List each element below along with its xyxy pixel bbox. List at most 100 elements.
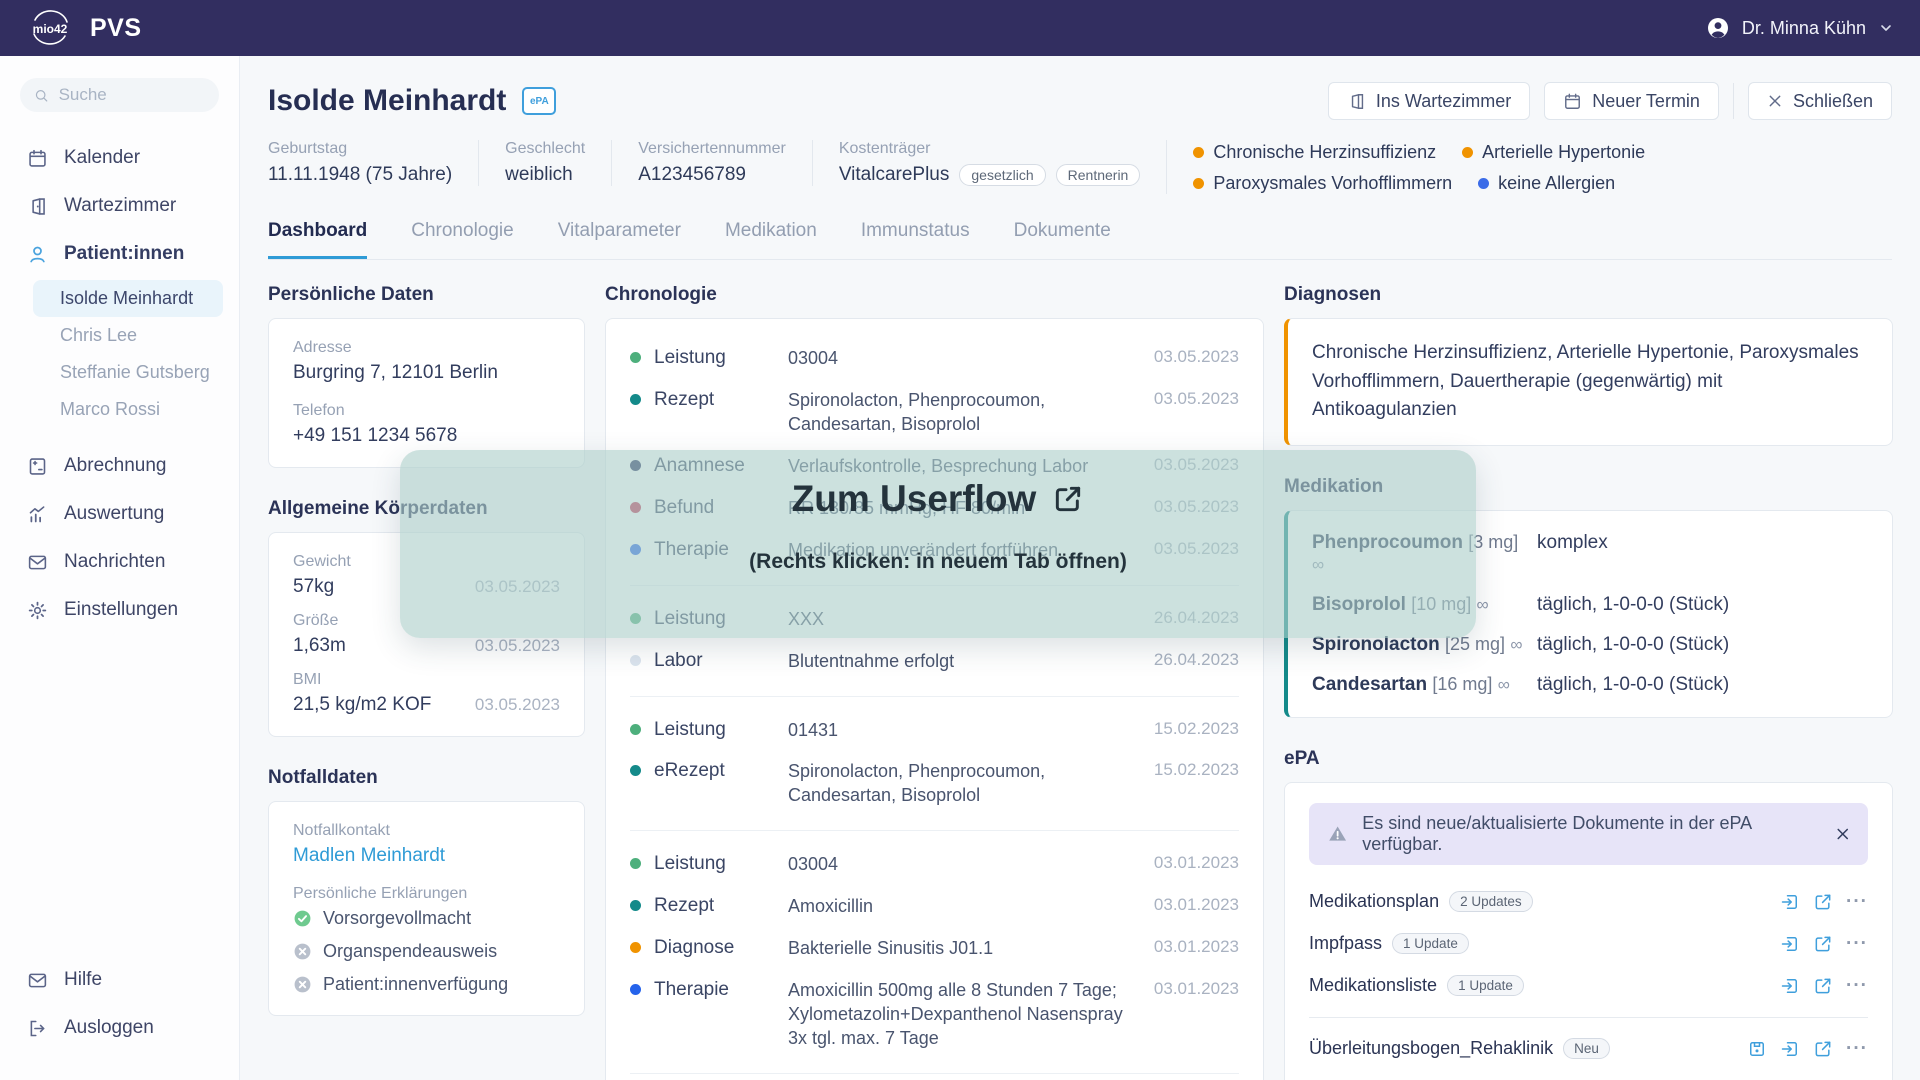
info-label: Geburtstag: [268, 140, 348, 157]
tab-medikation[interactable]: Medikation: [724, 220, 817, 241]
personal-data-card: Adresse Burgring 7, 12101 Berlin Telefon…: [268, 318, 585, 468]
top-bar: mio42 PVS Dr. Minna Kühn: [0, 0, 1920, 56]
sidebar-item-nachrichten[interactable]: Nachrichten: [0, 538, 239, 586]
declaration-label: Organspendeausweis: [323, 941, 498, 961]
epa-doc-row[interactable]: Medikationsplan 2 Updates ···: [1309, 881, 1868, 923]
chronology-entry[interactable]: Diagnose Bakterielle Sinusitis J01.1 03.…: [630, 928, 1239, 970]
condition-label: Arterielle Hypertonie: [1482, 142, 1646, 162]
medication-row: Candesartan [16 mg] ∞ täglich, 1-0-0-0 (…: [1312, 665, 1868, 705]
tab-vitalparameter[interactable]: Vitalparameter: [557, 220, 681, 241]
sidebar-item-kalender[interactable]: Kalender: [0, 134, 239, 182]
banner-close-icon[interactable]: [1835, 826, 1850, 842]
insurance-type-chip: gesetzlich: [959, 164, 1046, 186]
open-external-icon[interactable]: [1813, 892, 1833, 912]
waitroom-button[interactable]: Ins Wartezimmer: [1327, 82, 1531, 120]
more-actions-icon[interactable]: ···: [1846, 975, 1868, 996]
import-icon[interactable]: [1780, 934, 1800, 954]
banner-text: Es sind neue/aktualisierte Dokumente in …: [1362, 812, 1752, 854]
chronology-entry[interactable]: eRezept Spironolacton, Phenprocoumon, Ca…: [630, 751, 1239, 817]
chronology-entry[interactable]: Rezept Spironolacton, Phenprocoumon, Can…: [630, 380, 1239, 446]
medication-row: Spironolacton [25 mg] ∞ täglich, 1-0-0-0…: [1312, 625, 1868, 665]
import-icon[interactable]: [1780, 1039, 1800, 1059]
chronology-entry[interactable]: Leistung 03004 03.05.2023: [630, 338, 1239, 380]
new-appointment-button[interactable]: Neuer Termin: [1544, 82, 1719, 120]
chronology-entry[interactable]: Rezept Amoxicillin 03.01.2023: [630, 886, 1239, 928]
entry-type: Therapie: [654, 979, 729, 1001]
condition-chips: Chronische Herzinsuffizienz Arterielle H…: [1166, 140, 1645, 194]
sidebar-item-abrechnung[interactable]: Abrechnung: [0, 442, 239, 490]
entry-dot-icon: [630, 352, 641, 363]
sidebar-item-label: Ausloggen: [64, 1017, 154, 1038]
patient-list-item-active[interactable]: Isolde Meinhardt: [33, 280, 223, 317]
more-actions-icon[interactable]: ···: [1846, 1038, 1868, 1059]
tab-immunstatus[interactable]: Immunstatus: [860, 220, 970, 241]
doc-name: Medikationsplan: [1309, 891, 1440, 911]
chronology-entry[interactable]: Therapie Amoxicillin 500mg alle 8 Stunde…: [630, 970, 1239, 1060]
section-title-chronology: Chronologie: [605, 284, 717, 305]
avatar-icon: [1707, 18, 1728, 38]
more-actions-icon[interactable]: ···: [1846, 891, 1868, 912]
close-patient-button[interactable]: Schließen: [1747, 82, 1892, 120]
doc-name: Medikationsliste: [1309, 975, 1438, 995]
field-value: +49 151 1234 5678: [293, 425, 458, 446]
chart-icon: [29, 505, 45, 522]
user-name: Dr. Minna Kühn: [1741, 17, 1866, 38]
epa-doc-row[interactable]: Krankenhaus-Entlassbrief_Rehaklinik Neu …: [1309, 1070, 1868, 1080]
infinity-icon: ∞: [1476, 594, 1489, 614]
entry-type: Leistung: [654, 347, 726, 368]
emergency-data-card: Notfallkontakt Madlen Meinhardt Persönli…: [268, 801, 585, 1016]
epa-doc-row[interactable]: Impfpass 1 Update ···: [1309, 923, 1868, 965]
tab-dokumente[interactable]: Dokumente: [1013, 220, 1111, 241]
patient-name: Isolde Meinhardt: [60, 288, 194, 308]
sidebar-item-einstellungen[interactable]: Einstellungen: [0, 586, 239, 634]
search-box[interactable]: [20, 78, 219, 112]
more-actions-icon[interactable]: ···: [1846, 933, 1868, 954]
sidebar-item-wartezimmer[interactable]: Wartezimmer: [0, 182, 239, 230]
import-icon[interactable]: [1780, 892, 1800, 912]
epa-doc-row[interactable]: Überleitungsbogen_Rehaklinik Neu ···: [1309, 1028, 1868, 1070]
chronology-group: Leistung XXX 20.12.2022 Therapie Telefon…: [630, 1072, 1239, 1080]
infinity-icon: ∞: [1497, 674, 1510, 694]
chronology-entry[interactable]: Leistung 01431 15.02.2023: [630, 710, 1239, 752]
open-external-icon[interactable]: [1813, 976, 1833, 996]
chronology-entry[interactable]: Leistung 03004 03.01.2023: [630, 844, 1239, 886]
patient-list-item[interactable]: Marco Rossi: [0, 391, 239, 428]
user-menu[interactable]: Dr. Minna Kühn: [1706, 16, 1894, 40]
sidebar-item-auswertung[interactable]: Auswertung: [0, 490, 239, 538]
open-external-icon[interactable]: [1813, 934, 1833, 954]
sidebar-item-label: Nachrichten: [64, 551, 166, 572]
med-schedule: täglich, 1-0-0-0 (Stück): [1537, 633, 1730, 655]
sidebar: Kalender Wartezimmer Patient:innen: [0, 56, 240, 1080]
chronology-entry[interactable]: Labor Blutentnahme erfolgt 26.04.2023: [630, 641, 1239, 683]
epa-doc-row[interactable]: Medikationsliste 1 Update ···: [1309, 965, 1868, 1007]
med-dose: [25 mg]: [1445, 633, 1506, 654]
entry-type: Rezept: [654, 388, 715, 410]
search-input[interactable]: [58, 85, 205, 105]
entry-text: Amoxicillin: [788, 896, 874, 917]
open-external-icon[interactable]: [1813, 1039, 1833, 1059]
epa-file-icon[interactable]: ePA: [522, 87, 557, 115]
patient-list-item[interactable]: Chris Lee: [0, 317, 239, 354]
left-column: Persönliche Daten Adresse Burgring 7, 12…: [268, 284, 585, 1080]
save-icon[interactable]: [1747, 1039, 1767, 1059]
chronology-card: Leistung 03004 03.05.2023 Rezept Spirono…: [605, 318, 1264, 1080]
entry-type: Labor: [654, 649, 703, 671]
userflow-overlay-link[interactable]: Zum Userflow (Rechts klicken: in neuem T…: [400, 450, 1476, 638]
patient-list-item[interactable]: Steffanie Gutsberg: [0, 354, 239, 391]
divider: [1309, 1016, 1868, 1018]
info-label: Geschlecht: [505, 140, 586, 157]
med-dose: [3 mg]: [1468, 531, 1519, 552]
field-date: 03.05.2023: [474, 636, 560, 655]
sidebar-item-ausloggen[interactable]: Ausloggen: [0, 1004, 239, 1052]
sidebar-item-patienten[interactable]: Patient:innen: [0, 230, 239, 278]
sidebar-item-label: Einstellungen: [64, 599, 179, 620]
entry-date: 26.04.2023: [1153, 649, 1239, 669]
tab-dashboard[interactable]: Dashboard: [268, 220, 368, 259]
tab-chronologie[interactable]: Chronologie: [411, 220, 514, 241]
import-icon[interactable]: [1780, 976, 1800, 996]
sidebar-item-hilfe[interactable]: Hilfe: [0, 956, 239, 1004]
med-dose: [16 mg]: [1432, 673, 1493, 694]
emergency-contact-link[interactable]: Madlen Meinhardt: [293, 845, 446, 866]
chronology-group: Leistung 01431 15.02.2023 eRezept Spiron…: [630, 695, 1239, 831]
field-label: Adresse: [293, 339, 352, 356]
